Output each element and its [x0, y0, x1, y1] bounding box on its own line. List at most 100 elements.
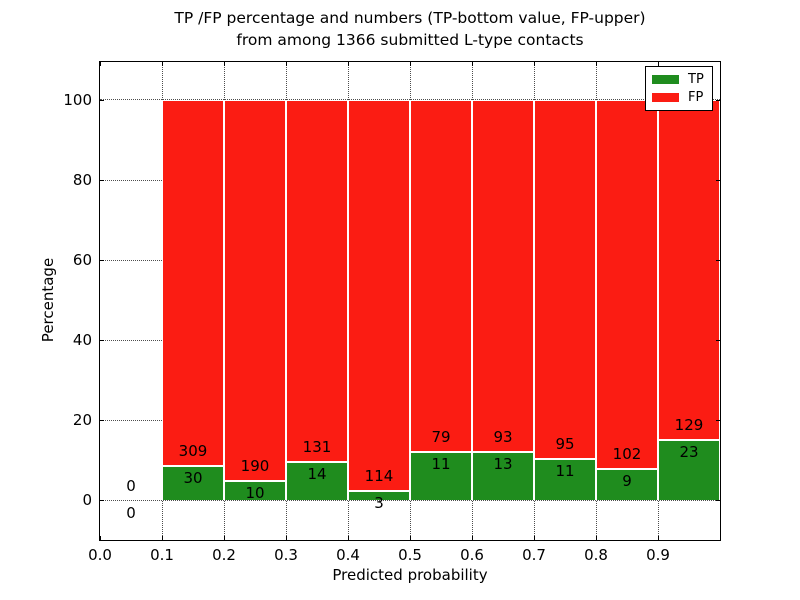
- y-tick-right: [716, 180, 720, 181]
- x-tick-top: [100, 62, 101, 66]
- tp-count-label: 3: [374, 494, 384, 512]
- x-tick-label: 0.8: [584, 546, 608, 564]
- x-tick-top: [348, 62, 349, 66]
- x-tick-label: 0.2: [212, 546, 236, 564]
- tp-count-label: 11: [431, 455, 451, 473]
- y-tick-right: [716, 340, 720, 341]
- tp-count-label: 13: [493, 455, 513, 473]
- y-tick-left: [100, 180, 104, 181]
- fp-count-label: 0: [126, 477, 136, 495]
- fp-count-label: 129: [674, 416, 704, 434]
- tp-count-label: 10: [245, 484, 265, 502]
- x-tick-bottom: [410, 536, 411, 540]
- x-tick-top: [224, 62, 225, 66]
- bar-fp: [410, 101, 472, 451]
- bar-tp: [286, 461, 348, 500]
- x-axis-label: Predicted probability: [332, 566, 488, 584]
- fp-count-label: 93: [493, 428, 513, 446]
- chart-title-line1: TP /FP percentage and numbers (TP-bottom…: [174, 9, 646, 27]
- tp-count-label: 30: [183, 469, 203, 487]
- bar-tp: [348, 490, 410, 500]
- fp-count-label: 190: [240, 457, 270, 475]
- y-tick-label: 0: [82, 491, 92, 509]
- x-tick-label: 0.1: [150, 546, 174, 564]
- bar-tp: [410, 451, 472, 500]
- x-tick-bottom: [596, 536, 597, 540]
- x-tick-top: [162, 62, 163, 66]
- bar-fp: [286, 101, 348, 461]
- x-tick-bottom: [658, 536, 659, 540]
- bar-tp: [224, 480, 286, 500]
- x-tick-top: [534, 62, 535, 66]
- legend: TP FP: [645, 66, 713, 111]
- fp-swatch-icon: [652, 93, 679, 103]
- y-tick-label: 20: [72, 411, 92, 429]
- x-tick-label: 0.4: [336, 546, 360, 564]
- x-tick-bottom: [286, 536, 287, 540]
- fp-count-label: 95: [555, 435, 575, 453]
- x-tick-top: [472, 62, 473, 66]
- fp-count-label: 114: [364, 467, 394, 485]
- chart-title-line2: from among 1366 submitted L-type contact…: [236, 31, 584, 49]
- bar-fp: [596, 101, 658, 468]
- y-tick-left: [100, 420, 104, 421]
- bar-fp: [162, 101, 224, 465]
- bar-fp: [472, 101, 534, 451]
- y-tick-left: [100, 100, 104, 101]
- x-tick-bottom: [162, 536, 163, 540]
- x-tick-label: 0.3: [274, 546, 298, 564]
- bar-tp: [534, 458, 596, 500]
- y-tick-right: [716, 420, 720, 421]
- x-tick-bottom: [534, 536, 535, 540]
- y-axis-label: Percentage: [39, 257, 57, 343]
- x-tick-label: 0.7: [522, 546, 546, 564]
- x-tick-top: [658, 62, 659, 66]
- x-tick-top: [596, 62, 597, 66]
- y-tick-left: [100, 500, 104, 501]
- tp-count-label: 23: [679, 443, 699, 461]
- bar-tp: [658, 439, 720, 500]
- fp-count-label: 102: [612, 445, 642, 463]
- x-tick-label: 0.9: [646, 546, 670, 564]
- y-tick-left: [100, 260, 104, 261]
- y-tick-right: [716, 100, 720, 101]
- y-tick-right: [716, 500, 720, 501]
- x-tick-label: 0.5: [398, 546, 422, 564]
- bar-fp: [658, 101, 720, 439]
- tp-count-label: 0: [126, 504, 136, 522]
- bar-fp: [348, 101, 410, 490]
- y-tick-left: [100, 340, 104, 341]
- bar-tp: [162, 465, 224, 500]
- x-tick-top: [286, 62, 287, 66]
- x-tick-top: [410, 62, 411, 66]
- x-tick-label: 0.0: [88, 546, 112, 564]
- x-tick-bottom: [472, 536, 473, 540]
- bar-tp: [596, 468, 658, 500]
- y-tick-right: [716, 260, 720, 261]
- bar-fp: [224, 101, 286, 480]
- plot-area: 0 0 309 30 190 10 131 14 114 3 79 11 93 13 95 11 102 9 129…: [99, 61, 721, 541]
- legend-label-tp: TP: [688, 71, 704, 87]
- y-tick-label: 60: [72, 251, 92, 269]
- fp-count-label: 79: [431, 428, 451, 446]
- legend-item-tp: TP: [652, 73, 712, 86]
- tp-swatch-icon: [652, 74, 679, 84]
- legend-label-fp: FP: [688, 90, 704, 106]
- fp-count-label: 309: [178, 442, 208, 460]
- legend-item-fp: FP: [652, 91, 712, 104]
- x-tick-bottom: [100, 536, 101, 540]
- y-tick-label: 40: [72, 331, 92, 349]
- tp-count-label: 11: [555, 462, 575, 480]
- x-tick-bottom: [348, 536, 349, 540]
- bar-tp: [472, 451, 534, 500]
- chart-title: TP /FP percentage and numbers (TP-bottom…: [100, 7, 720, 51]
- fp-count-label: 131: [302, 438, 332, 456]
- y-tick-label: 80: [72, 171, 92, 189]
- x-tick-label: 0.6: [460, 546, 484, 564]
- tp-count-label: 9: [622, 472, 632, 490]
- x-tick-bottom: [224, 536, 225, 540]
- y-tick-label: 100: [63, 91, 92, 109]
- bar-fp: [534, 101, 596, 458]
- tp-count-label: 14: [307, 465, 327, 483]
